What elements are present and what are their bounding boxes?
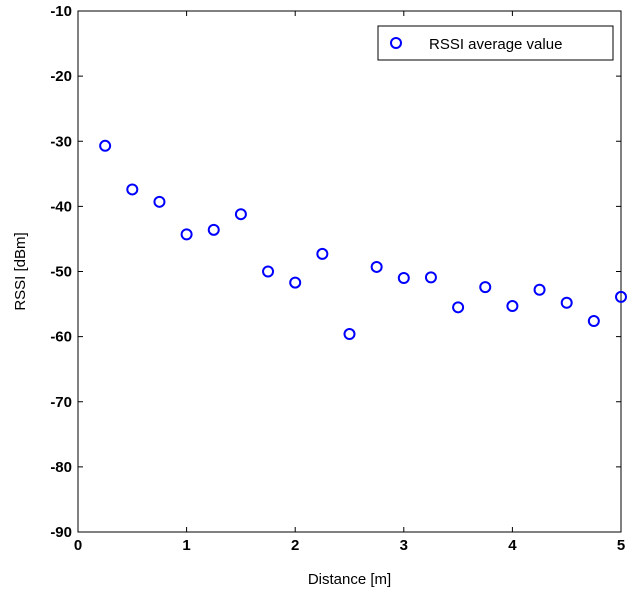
y-tick-label: -90 bbox=[50, 524, 72, 541]
legend-box bbox=[377, 25, 614, 61]
x-tick-label: 3 bbox=[400, 537, 408, 554]
y-tick-label: -20 bbox=[50, 68, 72, 85]
data-point bbox=[126, 183, 139, 196]
y-tick-label: -70 bbox=[50, 394, 72, 411]
x-tick-labels: 0 1 2 3 4 5 bbox=[74, 537, 625, 554]
data-point bbox=[587, 314, 600, 327]
y-tick-label: -30 bbox=[50, 133, 72, 150]
x-tick-label: 0 bbox=[74, 537, 82, 554]
data-point bbox=[479, 281, 492, 294]
data-point bbox=[506, 300, 519, 313]
x-tick-label: 2 bbox=[291, 537, 299, 554]
plot-area bbox=[77, 10, 622, 533]
data-point bbox=[397, 272, 410, 285]
y-tick-label: -50 bbox=[50, 264, 72, 281]
y-tick-label: -60 bbox=[50, 329, 72, 346]
y-tick-label: -80 bbox=[50, 459, 72, 476]
x-tick-label: 1 bbox=[182, 537, 190, 554]
data-point bbox=[289, 276, 302, 289]
data-point bbox=[234, 208, 247, 221]
legend-marker bbox=[390, 37, 402, 49]
data-point bbox=[533, 283, 546, 296]
data-point bbox=[262, 265, 275, 278]
data-point bbox=[99, 139, 112, 152]
data-point bbox=[424, 271, 437, 284]
data-point bbox=[316, 247, 329, 260]
data-point bbox=[343, 328, 356, 341]
legend: RSSI average value bbox=[377, 25, 614, 61]
data-point bbox=[615, 290, 627, 303]
data-point bbox=[207, 223, 220, 236]
data-points bbox=[99, 139, 627, 341]
legend-label: RSSI average value bbox=[429, 36, 562, 53]
data-point bbox=[452, 301, 465, 314]
y-axis-title: RSSI [dBm] bbox=[12, 232, 29, 310]
y-tick-labels: -90 -80 -70 -60 -50 -40 -30 -20 -10 bbox=[50, 3, 72, 541]
axis-ticks bbox=[77, 10, 622, 533]
x-axis-title: Distance [m] bbox=[308, 571, 391, 588]
data-point bbox=[560, 296, 573, 309]
y-tick-label: -10 bbox=[50, 3, 72, 20]
data-point bbox=[153, 195, 166, 208]
data-point bbox=[370, 260, 383, 273]
x-tick-label: 5 bbox=[617, 537, 625, 554]
y-tick-label: -40 bbox=[50, 198, 72, 215]
data-point bbox=[180, 228, 193, 241]
x-tick-label: 4 bbox=[508, 537, 517, 554]
